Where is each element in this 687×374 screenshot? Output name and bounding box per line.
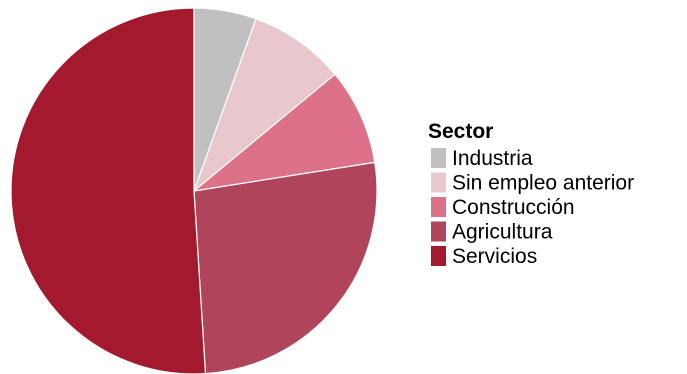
legend-swatch (431, 197, 446, 217)
legend-item: Construcción (431, 196, 575, 219)
legend-label: Agricultura (452, 221, 553, 244)
pie-slices (10, 7, 378, 374)
legend-item: Sin empleo anterior (431, 172, 634, 195)
legend-item: Industria (431, 147, 533, 170)
pie-slice-servicios (10, 7, 207, 374)
legend-label: Construcción (452, 196, 575, 219)
legend-swatch (431, 221, 446, 242)
pie-slice-sin-empleo-anterior (192, 18, 336, 193)
legend-swatch (431, 246, 446, 266)
legend-title: Sector (428, 120, 493, 143)
legend-item: Agricultura (431, 221, 553, 244)
legend-label: Industria (452, 147, 533, 170)
legend-swatch (431, 148, 446, 168)
legend-swatch (431, 172, 446, 193)
pie-slice-agricultura (193, 161, 378, 374)
legend-label: Servicios (452, 245, 537, 268)
legend-item: Servicios (431, 245, 537, 268)
legend-label: Sin empleo anterior (452, 172, 634, 195)
pie-slice-construcción (191, 73, 376, 192)
